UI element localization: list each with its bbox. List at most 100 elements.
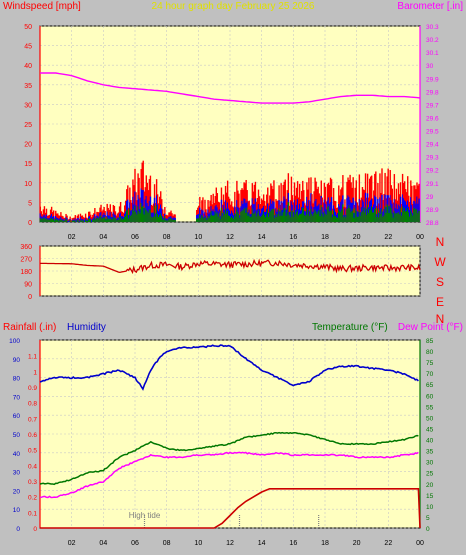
wind-tick-label: 35 [24, 83, 32, 90]
temperature-axis-title: Temperature (°F) [312, 322, 388, 333]
climate-x-tick-label: 14 [258, 540, 266, 547]
barometer-tick-label: 29.6 [426, 115, 439, 122]
climate-x-tick-label: 20 [353, 540, 361, 547]
wind-x-tick-label: 02 [68, 234, 76, 241]
barometer-tick-label: 29.5 [426, 129, 439, 136]
humidity-tick-label: 0 [16, 526, 20, 533]
rain-tick-label: 0.2 [28, 495, 37, 502]
barometer-tick-label: 28.9 [426, 207, 439, 214]
wind-x-tick-label: 06 [131, 234, 139, 241]
temperature-tick-label: 45 [426, 426, 434, 433]
barometer-tick-label: 30.2 [426, 37, 439, 44]
climate-x-tick-label: 04 [99, 540, 107, 547]
wind-tick-label: 45 [24, 44, 32, 51]
climate-x-tick-label: 18 [321, 540, 329, 547]
wind-bars [39, 160, 420, 222]
temperature-tick-label: 30 [426, 460, 434, 467]
compass-label: W [434, 255, 446, 269]
temperature-tick-label: 0 [426, 526, 430, 533]
direction-tick-label: 0 [28, 294, 32, 301]
wind-tick-label: 15 [24, 161, 32, 168]
barometer-tick-label: 30 [426, 63, 434, 70]
chart-title: 24 hour graph day February 25 2026 [152, 1, 315, 12]
barometer-line [40, 72, 421, 104]
compass-label: S [436, 275, 444, 289]
humidity-tick-label: 40 [13, 451, 21, 458]
climate-x-tick-label: 00 [416, 540, 424, 547]
temperature-tick-label: 65 [426, 382, 434, 389]
climate-x-tick-label: 02 [68, 540, 76, 547]
rain-tick-label: 0.5 [28, 448, 37, 455]
temperature-tick-label: 25 [426, 471, 434, 478]
rain-tick-label: 0.9 [28, 385, 37, 392]
wind-x-tick-label: 04 [99, 234, 107, 241]
temperature-tick-label: 5 [426, 515, 430, 522]
temperature-tick-label: 85 [426, 338, 434, 345]
wind-tick-label: 5 [28, 200, 32, 207]
humidity-tick-label: 60 [13, 413, 21, 420]
temperature-tick-label: 15 [426, 493, 434, 500]
barometer-tick-label: 29.1 [426, 181, 439, 188]
direction-tick-label: 360 [20, 244, 32, 251]
dewpoint-axis-title: Dew Point (°F) [398, 322, 463, 333]
barometer-axis-title: Barometer [.in] [397, 1, 463, 12]
humidity-tick-label: 50 [13, 432, 21, 439]
wind-x-tick-label: 10 [194, 234, 202, 241]
wind-x-tick-label: 08 [163, 234, 171, 241]
wind-tick-label: 25 [24, 122, 32, 129]
climate-x-tick-label: 12 [226, 540, 234, 547]
wind-axis-title: Windspeed [mph] [3, 1, 81, 12]
wind-x-tick-label: 20 [353, 234, 361, 241]
direction-tick-label: 270 [20, 257, 32, 264]
wind-tick-label: 30 [24, 102, 32, 109]
compass-label: N [436, 312, 445, 326]
climate-x-tick-label: 08 [163, 540, 171, 547]
direction-tick-label: 180 [20, 269, 32, 276]
barometer-tick-label: 29.9 [426, 76, 439, 83]
barometer-tick-label: 29.8 [426, 89, 439, 96]
compass-label: N [436, 235, 445, 249]
compass-label: E [436, 295, 444, 309]
temperature-tick-label: 40 [426, 438, 434, 445]
wind-x-tick-label: 22 [384, 234, 392, 241]
direction-tick-label: 90 [24, 282, 32, 289]
rain-tick-label: 0.3 [28, 479, 37, 486]
temperature-tick-label: 10 [426, 504, 434, 511]
wind-tick-label: 10 [24, 181, 32, 188]
wind-direction-line [40, 258, 421, 275]
wind-x-tick-label: 16 [289, 234, 297, 241]
rain-tick-label: 0.8 [28, 401, 37, 408]
rain-tick-label: 0.1 [28, 510, 37, 517]
barometer-tick-label: 30.1 [426, 50, 439, 57]
rain-tick-label: 1.1 [28, 354, 37, 361]
rain-tick-label: 0.7 [28, 416, 37, 423]
high-tide-annotation: High tide [129, 511, 161, 520]
rain-tick-label: 1 [33, 369, 37, 376]
temperature-tick-label: 80 [426, 349, 434, 356]
climate-x-tick-label: 16 [289, 540, 297, 547]
barometer-tick-label: 28.8 [426, 220, 439, 227]
humidity-tick-label: 100 [9, 338, 20, 345]
humidity-tick-label: 70 [13, 394, 21, 401]
temperature-tick-label: 55 [426, 404, 434, 411]
humidity-tick-label: 10 [13, 507, 21, 514]
barometer-tick-label: 29.7 [426, 102, 439, 109]
humidity-tick-label: 20 [13, 488, 21, 495]
temperature-tick-label: 20 [426, 482, 434, 489]
barometer-tick-label: 29.2 [426, 168, 439, 175]
barometer-tick-label: 29 [426, 194, 434, 201]
wind-x-tick-label: 14 [258, 234, 266, 241]
humidity-tick-label: 90 [13, 357, 21, 364]
wind-x-tick-label: 18 [321, 234, 329, 241]
barometer-tick-label: 30.3 [426, 24, 439, 31]
temperature-tick-label: 50 [426, 415, 434, 422]
barometer-tick-label: 29.4 [426, 142, 439, 149]
temperature-tick-label: 60 [426, 393, 434, 400]
wind-x-tick-label: 12 [226, 234, 234, 241]
humidity-line [39, 344, 419, 391]
temperature-tick-label: 35 [426, 449, 434, 456]
humidity-tick-label: 80 [13, 376, 21, 383]
wind-tick-label: 20 [24, 142, 32, 149]
